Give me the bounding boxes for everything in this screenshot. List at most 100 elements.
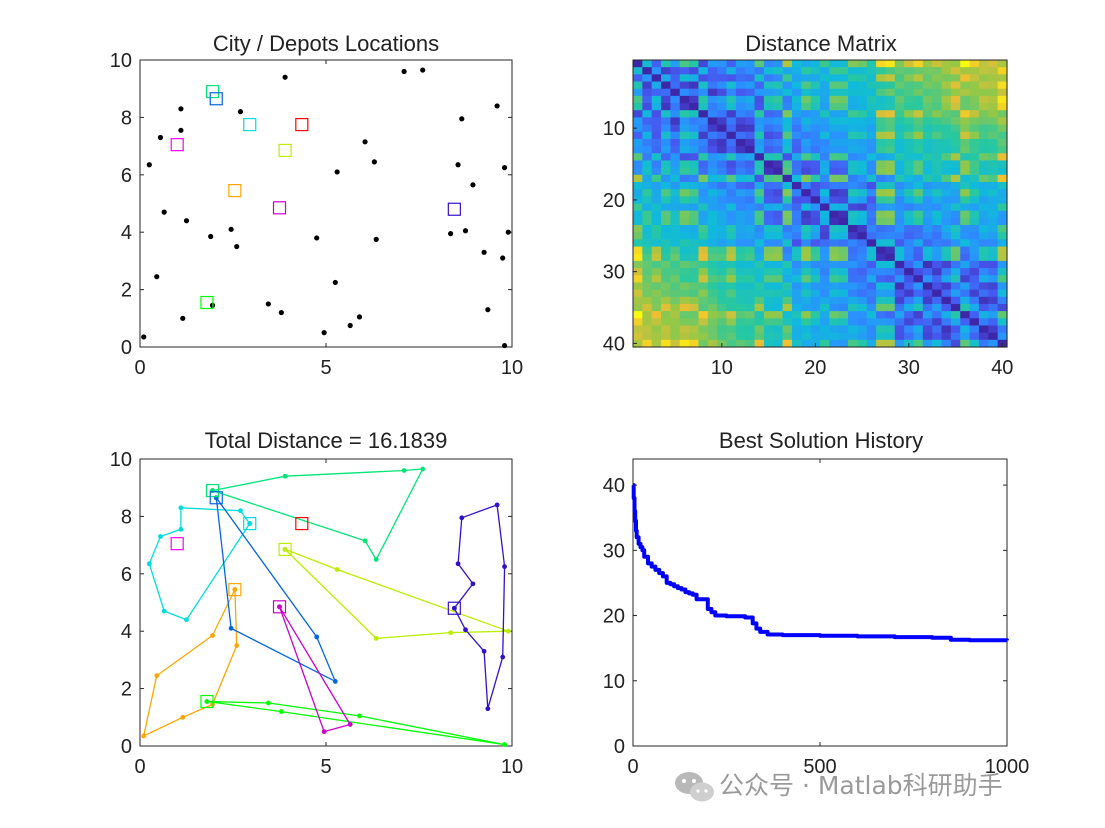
matrix-cell <box>857 260 868 269</box>
matrix-cell <box>820 217 830 226</box>
matrix-cell <box>829 160 840 169</box>
matrix-cell <box>866 103 877 111</box>
matrix-cell <box>866 217 877 226</box>
matrix-cell <box>633 160 643 169</box>
matrix-cell <box>857 239 868 248</box>
city-point <box>278 309 284 316</box>
matrix-cell <box>904 95 915 104</box>
matrix-cell <box>960 210 971 219</box>
matrix-cell <box>941 110 952 118</box>
matrix-cell <box>876 282 887 291</box>
matrix-cell <box>894 325 905 334</box>
matrix-cell <box>820 67 830 75</box>
matrix-cell <box>857 74 868 83</box>
matrix-cell <box>988 339 999 348</box>
matrix-cell <box>838 196 849 205</box>
matrix-cell <box>670 181 681 190</box>
matrix-cell <box>661 253 671 262</box>
matrix-cell <box>838 189 849 197</box>
axes-box-history <box>632 458 1008 747</box>
matrix-cell <box>988 268 999 276</box>
route-stop <box>500 654 506 660</box>
matrix-cell <box>782 232 793 240</box>
matrix-cell <box>745 138 756 147</box>
matrix-cell <box>969 289 980 298</box>
matrix-cell <box>997 81 1008 90</box>
matrix-cell <box>838 181 849 190</box>
matrix-cell <box>745 239 756 248</box>
matrix-cell <box>745 203 756 212</box>
matrix-cell <box>782 268 793 276</box>
matrix-cell <box>773 325 784 334</box>
matrix-cell <box>773 253 784 262</box>
matrix-cell <box>857 196 868 205</box>
matrix-cell <box>642 174 653 183</box>
matrix-cell <box>838 60 849 68</box>
matrix-cell <box>904 138 915 147</box>
matrix-cell <box>922 332 933 341</box>
matrix-cell <box>941 88 952 97</box>
matrix-cell <box>698 67 709 75</box>
matrix-cell <box>848 103 858 111</box>
matrix-cell <box>820 196 830 205</box>
matrix-cell <box>848 275 858 284</box>
matrix-cell <box>838 174 849 183</box>
matrix-cell <box>791 225 802 233</box>
matrix-cell <box>670 318 681 327</box>
matrix-cell <box>707 88 718 97</box>
matrix-cell <box>838 167 849 176</box>
matrix-cell <box>810 81 821 90</box>
matrix-cell <box>913 260 924 269</box>
matrix-cell <box>932 146 943 154</box>
matrix-cell <box>820 203 830 212</box>
matrix-cell <box>941 296 952 305</box>
matrix-cell <box>829 74 840 83</box>
matrix-cell <box>848 303 858 312</box>
matrix-cell <box>941 67 952 75</box>
matrix-cell <box>763 311 774 319</box>
matrix-cell <box>754 332 765 341</box>
matrix-cell <box>950 146 961 154</box>
matrix-cell <box>801 189 812 197</box>
matrix-cell <box>689 253 700 262</box>
matrix-cell <box>894 210 905 219</box>
matrix-cell <box>633 332 643 341</box>
matrix-cell <box>932 189 943 197</box>
matrix-cell <box>848 124 858 133</box>
matrix-cell <box>866 282 877 291</box>
matrix-cell <box>876 67 887 75</box>
matrix-cell <box>885 95 896 104</box>
matrix-cell <box>894 260 905 269</box>
matrix-cell <box>838 103 849 111</box>
matrix-cell <box>651 95 662 104</box>
matrix-cell <box>876 225 887 233</box>
matrix-cell <box>913 103 924 111</box>
matrix-cell <box>633 318 643 327</box>
route-stop <box>180 714 186 720</box>
route-stop <box>154 673 160 679</box>
matrix-cell <box>689 81 700 90</box>
city-point <box>157 134 164 141</box>
matrix-cell <box>894 174 905 183</box>
matrix-cell <box>707 60 718 68</box>
matrix-cell <box>820 246 830 255</box>
matrix-cell <box>829 196 840 205</box>
matrix-cell <box>988 289 999 298</box>
matrix-cell <box>707 332 718 341</box>
matrix-cell <box>689 74 700 83</box>
matrix-cell <box>866 174 877 183</box>
matrix-cell <box>997 296 1008 305</box>
matrix-cell <box>782 67 793 75</box>
matrix-cell <box>661 138 671 147</box>
matrix-cell <box>913 225 924 233</box>
matrix-cell <box>932 60 943 68</box>
matrix-cell <box>689 260 700 269</box>
matrix-cell <box>866 232 877 240</box>
matrix-cell <box>820 260 830 269</box>
matrix-cell <box>810 88 821 97</box>
matrix-cell <box>950 246 961 255</box>
matrix-cell <box>745 260 756 269</box>
matrix-cell <box>773 232 784 240</box>
matrix-cell <box>969 203 980 212</box>
matrix-cell <box>651 81 662 90</box>
